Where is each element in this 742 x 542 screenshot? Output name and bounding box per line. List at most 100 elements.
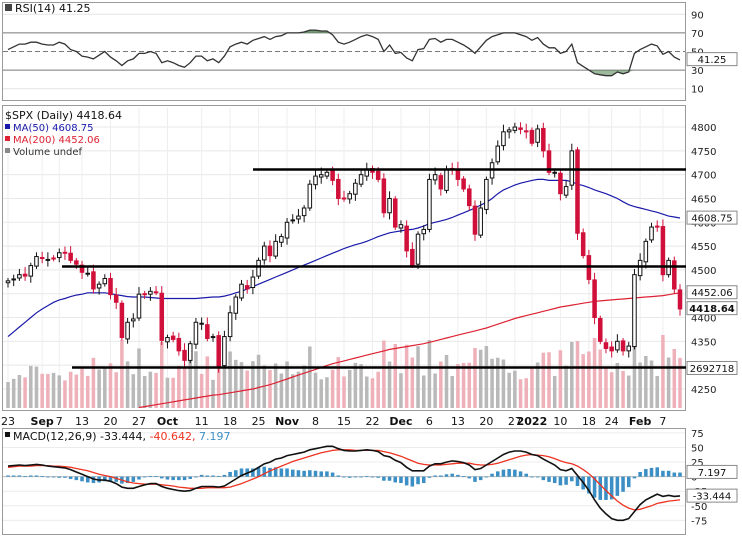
macd-hist-bar bbox=[342, 476, 346, 478]
x-tick-label: 10 bbox=[553, 415, 567, 428]
x-tick-label: 8 bbox=[312, 415, 319, 428]
candle bbox=[131, 313, 136, 328]
macd-hist-bar bbox=[148, 476, 153, 477]
volume-bar bbox=[376, 371, 380, 408]
volume-bar bbox=[575, 341, 580, 408]
volume-bar bbox=[570, 342, 574, 408]
y-tick-label: 4650 bbox=[691, 194, 716, 205]
volume-bar bbox=[211, 379, 215, 408]
macd-hist-bar bbox=[205, 475, 210, 477]
x-tick-label: 6 bbox=[426, 415, 433, 428]
macd-hist-bar bbox=[456, 474, 460, 477]
candle bbox=[558, 168, 563, 201]
volume-bar bbox=[404, 344, 409, 408]
volume-bar bbox=[319, 379, 323, 408]
macd-hist-bar bbox=[592, 476, 597, 498]
candle bbox=[222, 330, 227, 369]
macd-hist-bar bbox=[672, 472, 677, 477]
y-tick-label: 70 bbox=[691, 29, 704, 40]
candle bbox=[262, 241, 267, 265]
candle bbox=[210, 333, 216, 342]
macd-hist-bar bbox=[256, 467, 261, 477]
macd-hist-bar bbox=[251, 468, 255, 477]
volume-bar bbox=[416, 346, 420, 408]
candle bbox=[529, 127, 535, 147]
candle bbox=[626, 341, 632, 358]
volume-bar bbox=[205, 356, 210, 408]
volume-bar bbox=[666, 357, 671, 408]
x-tick-label: 15 bbox=[337, 415, 351, 428]
macd-hist-bar bbox=[74, 476, 79, 481]
candle bbox=[677, 284, 683, 316]
candle bbox=[273, 234, 278, 259]
macd-hist-bar bbox=[433, 475, 437, 477]
svg-text:4418.64: 4418.64 bbox=[689, 304, 735, 315]
volume-bar bbox=[473, 348, 477, 408]
macd-hist-bar bbox=[552, 476, 557, 484]
macd-hist-bar bbox=[46, 476, 50, 478]
volume-bar bbox=[273, 363, 278, 408]
volume-bar bbox=[484, 346, 489, 408]
volume-bar bbox=[513, 370, 517, 408]
candle bbox=[495, 140, 501, 165]
volume-bar bbox=[558, 350, 563, 408]
macd-hist-bar bbox=[649, 467, 654, 477]
y-tick-label: 4500 bbox=[691, 266, 716, 277]
y-tick-label: 4250 bbox=[691, 385, 716, 396]
macd-hist-bar bbox=[262, 466, 267, 477]
volume-bar bbox=[353, 362, 358, 408]
ma50-line bbox=[7, 178, 681, 338]
macd-hist-bar bbox=[644, 469, 648, 477]
volume-bar bbox=[626, 375, 631, 408]
candle bbox=[580, 228, 586, 259]
macd-hist-bar bbox=[370, 476, 375, 478]
macd-hist-bar bbox=[239, 468, 244, 477]
volume-bar bbox=[541, 352, 546, 408]
volume-bar bbox=[587, 351, 591, 408]
volume-bar bbox=[199, 373, 204, 408]
macd-hist-bar bbox=[319, 471, 323, 477]
macd-hist-bar bbox=[421, 476, 426, 484]
volume-bar bbox=[34, 366, 39, 408]
macd-hist-bar bbox=[177, 476, 181, 481]
volume-bar bbox=[131, 374, 136, 408]
volume-bar bbox=[245, 370, 249, 408]
macd-hist-bar bbox=[444, 474, 449, 477]
volume-bar bbox=[450, 376, 454, 408]
candle bbox=[176, 332, 182, 356]
value-badge: 4452.06 bbox=[686, 285, 738, 300]
rsi-oversold-fill bbox=[8, 70, 680, 76]
candle bbox=[404, 220, 409, 258]
candle bbox=[324, 169, 330, 179]
volume-bar bbox=[507, 372, 511, 408]
macd-hist-bar bbox=[17, 475, 22, 477]
volume-bar bbox=[427, 340, 432, 408]
candle bbox=[620, 338, 626, 356]
rsi-line bbox=[7, 29, 681, 77]
macd-hist-bar bbox=[427, 476, 432, 478]
legend-volume: Volume undef bbox=[13, 147, 83, 158]
macd-hist-bar bbox=[68, 476, 73, 479]
candle bbox=[108, 272, 113, 300]
x-tick-label: Oct bbox=[157, 415, 178, 428]
x-tick-label: 13 bbox=[451, 415, 465, 428]
macd-label-hist: 7.197 bbox=[199, 430, 231, 443]
price-title: $SPX (Daily) 4418.64 bbox=[5, 109, 122, 122]
volume-bar bbox=[644, 356, 648, 408]
macd-hist-bar bbox=[524, 473, 529, 477]
y-tick-label: 25 bbox=[691, 458, 704, 469]
candle bbox=[541, 122, 546, 158]
candle bbox=[512, 122, 518, 134]
candle bbox=[563, 180, 569, 198]
macd-hist-bar bbox=[376, 476, 380, 478]
macd-hist-bar bbox=[336, 475, 341, 477]
candle bbox=[136, 287, 142, 321]
candle bbox=[336, 173, 341, 206]
macd-hist-bar bbox=[587, 476, 591, 494]
x-tick-label: 7 bbox=[56, 415, 63, 428]
macd-hist-bar bbox=[159, 476, 164, 479]
candle bbox=[654, 220, 660, 232]
macd-hist-bar bbox=[382, 476, 386, 481]
volume-bar bbox=[672, 349, 677, 408]
volume-bar bbox=[125, 361, 130, 408]
